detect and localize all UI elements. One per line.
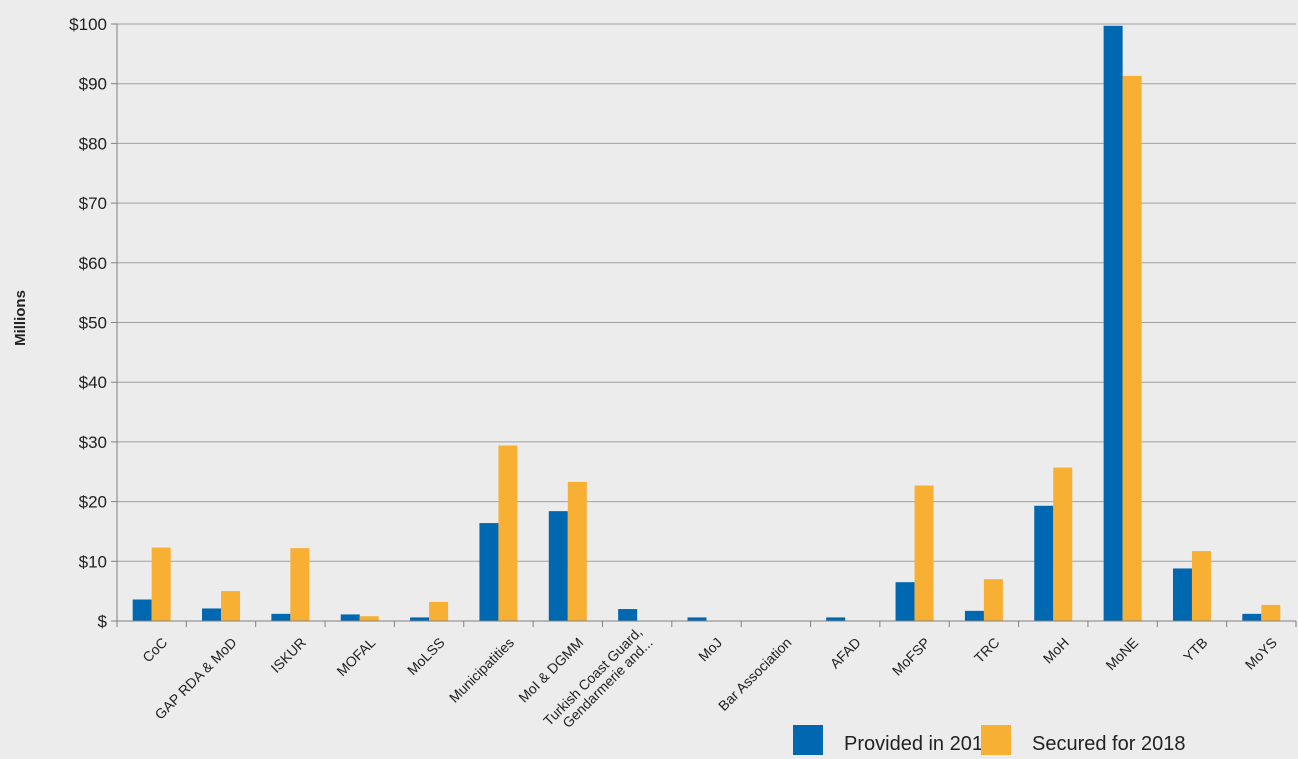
x-category-label: Bar Association [715, 634, 795, 714]
bar-provided-2017 [410, 617, 430, 621]
bar-secured-2018 [914, 485, 934, 621]
bar-provided-2017 [132, 599, 152, 621]
x-category-label: Turkish Coast Guard,Gendarmerie and... [540, 624, 656, 731]
x-category-label: MoNE [1102, 634, 1141, 673]
bar-provided-2017 [895, 582, 915, 621]
y-axis-ticks: $ $10 $20 $30 $40 $50 $60 $70 $80 $90 $100 [69, 15, 117, 631]
x-category-label-line: Bar Association [715, 634, 795, 714]
x-category-label: MoJ [695, 634, 725, 664]
bar-provided-2017 [340, 614, 360, 621]
x-category-label: YTB [1180, 634, 1211, 665]
y-tick-label: $90 [79, 75, 107, 94]
y-tick-label: $30 [79, 433, 107, 452]
bar-secured-2018 [151, 547, 171, 621]
y-tick-label: $80 [79, 134, 107, 153]
y-tick-label: $ [98, 612, 108, 631]
x-category-label: MoYS [1242, 634, 1280, 672]
bar-secured-2018 [983, 579, 1003, 621]
y-tick-label: $40 [79, 373, 107, 392]
bar-secured-2018 [221, 591, 241, 621]
bar-secured-2018 [1261, 604, 1281, 621]
x-category-label-line: AFAD [827, 634, 864, 671]
x-category-label: ISKUR [267, 634, 309, 676]
legend-label: Provided in 2017 [844, 733, 994, 755]
x-category-label-line: MoJ [695, 634, 725, 664]
bar-provided-2017 [202, 608, 222, 621]
y-tick-label: $60 [79, 254, 107, 273]
bar-secured-2018 [429, 601, 449, 621]
bars [132, 25, 1281, 621]
x-category-label: MoLSS [404, 634, 448, 678]
x-category-label-line: MOFAL [333, 634, 378, 679]
bar-secured-2018 [498, 445, 518, 621]
x-category-label-line: TRC [971, 634, 1003, 666]
x-category-label-line: ISKUR [267, 634, 309, 676]
bar-secured-2018 [1191, 551, 1211, 621]
y-tick-label: $70 [79, 194, 107, 213]
x-category-label: MoH [1040, 634, 1072, 666]
bar-provided-2017 [618, 609, 638, 621]
legend-label: Secured for 2018 [1032, 733, 1185, 755]
legend-swatch [793, 725, 823, 755]
bar-provided-2017 [1172, 568, 1192, 621]
bar-provided-2017 [687, 617, 707, 621]
y-tick-label: $20 [79, 493, 107, 512]
x-category-label-line: MoNE [1102, 634, 1141, 673]
bar-provided-2017 [1242, 613, 1262, 621]
bar-secured-2018 [567, 481, 587, 621]
bar-provided-2017 [826, 617, 846, 621]
x-category-label-line: MoH [1040, 634, 1072, 666]
x-category-label-line: Municipatities [446, 634, 517, 705]
axes [116, 24, 1297, 627]
bar-secured-2018 [1053, 467, 1073, 621]
x-category-label-line: CoC [139, 634, 170, 665]
bar-secured-2018 [290, 548, 310, 621]
y-tick-label: $100 [69, 15, 107, 34]
y-tick-label: $10 [79, 552, 107, 571]
y-axis-label: Millions [12, 290, 29, 346]
bar-provided-2017 [964, 610, 984, 621]
bar-secured-2018 [359, 616, 379, 621]
bar-provided-2017 [1103, 25, 1123, 621]
bar-secured-2018 [1122, 75, 1142, 621]
y-tick-label: $50 [79, 314, 107, 333]
gridlines [117, 23, 1296, 562]
x-category-label-line: MoLSS [404, 634, 448, 678]
x-category-label-line: MoFSP [889, 634, 933, 678]
x-category-label: TRC [971, 634, 1003, 666]
bar-provided-2017 [1034, 505, 1054, 621]
x-category-label-line: MoYS [1242, 634, 1280, 672]
bar-provided-2017 [271, 613, 291, 621]
x-category-label-line: Turkish Coast Guard, [540, 624, 645, 729]
x-category-label-line: YTB [1180, 634, 1211, 665]
x-category-label: MOFAL [333, 634, 378, 679]
x-category-label: Municipatities [446, 634, 517, 705]
x-category-label: MoFSP [889, 634, 933, 678]
legend-swatch [981, 725, 1011, 755]
x-category-label: CoC [139, 634, 170, 665]
x-category-label: AFAD [827, 634, 864, 671]
bar-provided-2017 [548, 511, 568, 621]
legend: Provided in 2017 Secured for 2018 [793, 725, 1185, 755]
bar-provided-2017 [479, 523, 499, 621]
